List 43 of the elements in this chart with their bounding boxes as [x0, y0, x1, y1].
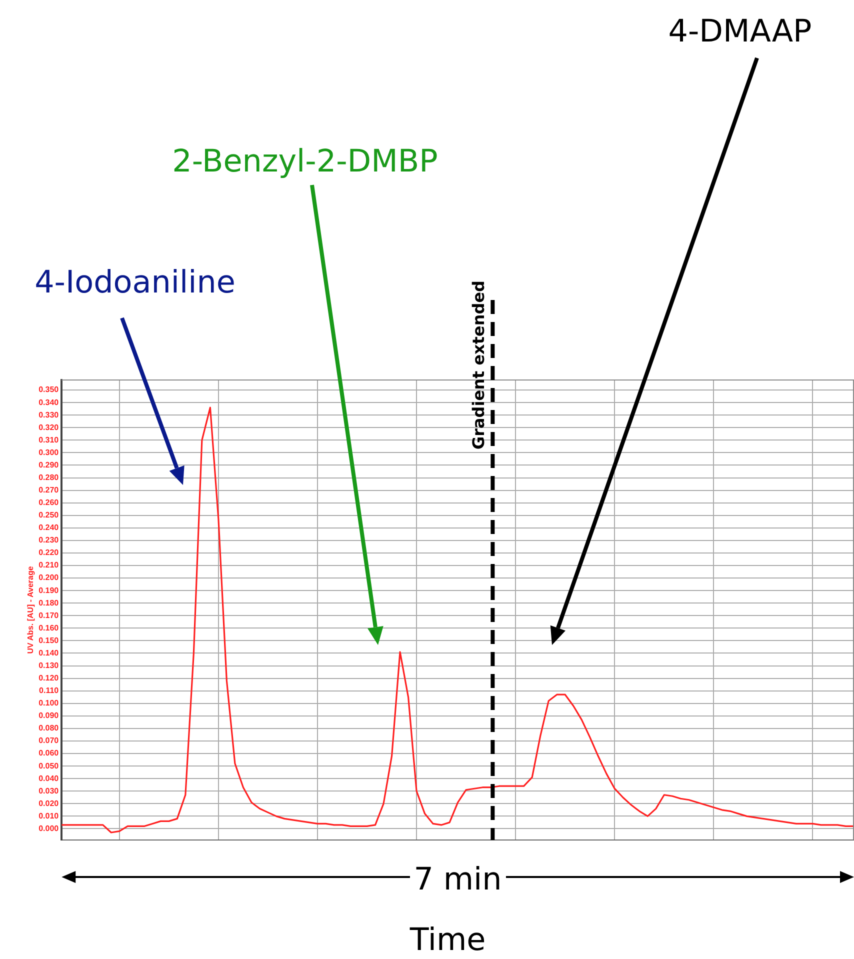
y-tick-label: 0.270 [38, 486, 60, 495]
y-tick-label: 0.000 [38, 824, 60, 833]
y-tick-label: 0.100 [38, 698, 60, 708]
y-tick-label: 0.020 [38, 798, 60, 808]
y-tick-label: 0.210 [38, 560, 60, 570]
y-tick-label: 0.070 [38, 736, 60, 746]
y-tick-label: 0.160 [38, 623, 60, 632]
y-tick-label: 0.090 [38, 711, 60, 720]
y-tick-label: 0.350 [38, 385, 60, 394]
y-tick-label: 0.180 [38, 598, 60, 608]
y-tick-label: 0.060 [38, 748, 60, 758]
y-tick-label: 0.140 [38, 648, 60, 658]
y-tick-label: 0.290 [38, 460, 60, 470]
y-tick-label: 0.220 [38, 548, 60, 558]
text: 7 min [410, 862, 506, 898]
x-axis-title: Time [408, 922, 486, 958]
y-tick-label: 0.310 [38, 435, 60, 444]
y-axis-title: UV Abs. [AU] - Average [26, 566, 36, 654]
y-tick-label: 0.250 [38, 510, 60, 520]
text: 4-DMAAP [668, 14, 812, 50]
y-tick-label: 0.240 [38, 523, 60, 532]
y-tick-label: 0.170 [38, 610, 60, 620]
y-tick-label: 0.300 [38, 448, 60, 457]
y-tick-label: 0.080 [38, 724, 60, 733]
y-tick-label: 0.110 [39, 686, 60, 696]
text: 4-Iodoaniline [34, 264, 236, 300]
y-tick-label: 0.050 [38, 761, 60, 770]
y-tick-label: 0.230 [38, 536, 60, 545]
text: 2-Benzyl-2-DMBP [172, 144, 438, 180]
y-tick-label: 0.260 [38, 498, 60, 508]
y-tick-label: 0.040 [38, 774, 60, 783]
y-tick-label: 0.030 [38, 786, 60, 796]
y-tick-label: 0.150 [38, 636, 60, 645]
y-tick-label: 0.280 [38, 472, 60, 482]
y-tick-label: 0.330 [38, 410, 60, 420]
y-tick-label: 0.010 [38, 811, 60, 820]
annotation: Gradient extended [468, 280, 488, 450]
y-tick-label: 0.200 [38, 573, 60, 582]
y-tick-label: 0.320 [38, 422, 60, 432]
y-tick-label: 0.190 [38, 586, 60, 595]
y-tick-label: 0.130 [38, 660, 60, 670]
y-tick-label: 0.340 [38, 398, 60, 407]
y-tick-label: 0.120 [38, 674, 60, 683]
